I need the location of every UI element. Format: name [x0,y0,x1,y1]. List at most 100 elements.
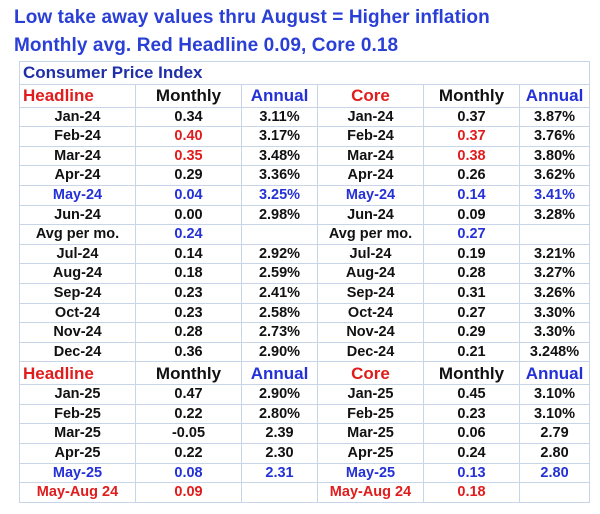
core-month-cell: Mar-24 [317,145,424,167]
chart-title-line2: Monthly avg. Red Headline 0.09, Core 0.1… [14,35,399,56]
core-monthly-cell: 0.14 [423,184,520,206]
core-monthly-cell: 0.37 [423,106,520,128]
core-annual-cell: 3.10% [518,384,591,405]
core-monthly-cell: 0.09 [423,204,520,226]
headline-monthly-cell: 0.14 [135,243,242,265]
month-cell: Oct-24 [19,302,136,324]
core-monthly-cell: 0.28 [423,263,520,285]
core-annual-cell: 2.80 [518,443,591,464]
empty-cell [518,224,591,245]
core-month-cell: Sep-24 [317,283,424,304]
headline-annual-cell: 2.39 [241,423,318,445]
headline-annual-cell: 3.17% [241,126,318,147]
core-annual-cell: 3.62% [518,165,591,186]
core-month-cell: Jun-24 [317,204,424,226]
month-cell: May-25 [19,462,136,484]
core-monthly-cell: 0.21 [423,341,520,363]
table-row: Dec-24 0.36 2.90% Dec-24 0.21 3.248% [19,341,591,363]
headline-annual-cell: 2.80% [241,403,318,425]
annual-header: Annual [241,361,318,386]
headline-header: Headline [19,361,136,386]
core-annual-cell: 3.248% [518,341,591,363]
month-cell: Mar-24 [19,145,136,167]
core-month-cell: Jan-25 [317,384,424,405]
core-annual-header: Annual [518,361,591,386]
headline-annual-cell: 3.36% [241,165,318,186]
headline-monthly-cell: 0.35 [135,145,242,167]
core-annual-cell: 3.76% [518,126,591,147]
headline-monthly-cell: 0.36 [135,341,242,363]
core-month-cell: Dec-24 [317,341,424,363]
empty-cell [241,482,318,503]
core-annual-cell: 3.21% [518,243,591,265]
headline-monthly-cell: 0.23 [135,302,242,324]
header-row-2025: Headline Monthly Annual Core Monthly Ann… [19,361,591,386]
headline-monthly-cell: 0.23 [135,283,242,304]
core-month-cell: Apr-24 [317,165,424,186]
headline-monthly-cell: 0.28 [135,322,242,343]
headline-monthly-cell: 0.18 [135,263,242,285]
table-row: Apr-24 0.29 3.36% Apr-24 0.26 3.62% [19,165,591,186]
core-avg-value: 0.27 [423,224,520,245]
avg-label: Avg per mo. [19,224,136,245]
table-row: Mar-25 -0.05 2.39 Mar-25 0.06 2.79 [19,423,591,445]
may-aug-label: May-Aug 24 [19,482,136,503]
core-monthly-cell: 0.31 [423,283,520,304]
headline-avg-value: 0.24 [135,224,242,245]
avg-row: Avg per mo. 0.24 Avg per mo. 0.27 [19,224,591,245]
headline-annual-cell: 2.73% [241,322,318,343]
core-month-cell: May-25 [317,462,424,484]
core-annual-cell: 2.79 [518,423,591,445]
core-annual-cell: 2.80 [518,462,591,484]
table-row: Feb-24 0.40 3.17% Feb-24 0.37 3.76% [19,126,591,147]
core-month-cell: May-24 [317,184,424,206]
core-monthly-cell: 0.13 [423,462,520,484]
core-month-cell: Mar-25 [317,423,424,445]
may-aug-row: May-Aug 24 0.09 May-Aug 24 0.18 [19,482,591,503]
table-row: Nov-24 0.28 2.73% Nov-24 0.29 3.30% [19,322,591,343]
month-cell: Mar-25 [19,423,136,445]
headline-monthly-cell: 0.00 [135,204,242,226]
core-annual-cell: 3.28% [518,204,591,226]
core-month-cell: Jan-24 [317,106,424,128]
month-cell: Feb-24 [19,126,136,147]
table-row: Jan-25 0.47 2.90% Jan-25 0.45 3.10% [19,384,591,405]
core-may-aug-label: May-Aug 24 [317,482,424,503]
headline-annual-cell: 3.25% [241,184,318,206]
table-row: Jul-24 0.14 2.92% Jul-24 0.19 3.21% [19,243,591,265]
month-cell: Dec-24 [19,341,136,363]
table-row: Jan-24 0.34 3.11% Jan-24 0.37 3.87% [19,106,591,128]
core-monthly-header: Monthly [423,83,520,108]
headline-annual-cell: 2.41% [241,283,318,304]
month-cell: Sep-24 [19,283,136,304]
core-avg-label: Avg per mo. [317,224,424,245]
table-row: Mar-24 0.35 3.48% Mar-24 0.38 3.80% [19,145,591,167]
core-month-cell: Aug-24 [317,263,424,285]
table-row: Sep-24 0.23 2.41% Sep-24 0.31 3.26% [19,283,591,304]
core-annual-cell: 3.26% [518,283,591,304]
monthly-header: Monthly [135,83,242,108]
core-monthly-cell: 0.26 [423,165,520,186]
core-annual-cell: 3.87% [518,106,591,128]
core-month-cell: Feb-25 [317,403,424,425]
month-cell: Jan-25 [19,384,136,405]
core-monthly-cell: 0.06 [423,423,520,445]
month-cell: Aug-24 [19,263,136,285]
headline-header: Headline [19,83,136,108]
core-monthly-cell: 0.27 [423,302,520,324]
table-row: May-24 0.04 3.25% May-24 0.14 3.41% [19,184,591,206]
month-cell: Jun-24 [19,204,136,226]
headline-monthly-cell: 0.29 [135,165,242,186]
monthly-header: Monthly [135,361,242,386]
annual-header: Annual [241,83,318,108]
month-cell: Apr-24 [19,165,136,186]
table-row: Feb-25 0.22 2.80% Feb-25 0.23 3.10% [19,403,591,425]
cpi-table: Consumer Price Index Headline Monthly An… [18,61,591,503]
core-monthly-cell: 0.29 [423,322,520,343]
month-cell: Feb-25 [19,403,136,425]
core-monthly-cell: 0.19 [423,243,520,265]
headline-monthly-cell: 0.22 [135,403,242,425]
headline-monthly-cell: 0.40 [135,126,242,147]
core-may-aug-value: 0.18 [423,482,520,503]
core-month-cell: Oct-24 [317,302,424,324]
